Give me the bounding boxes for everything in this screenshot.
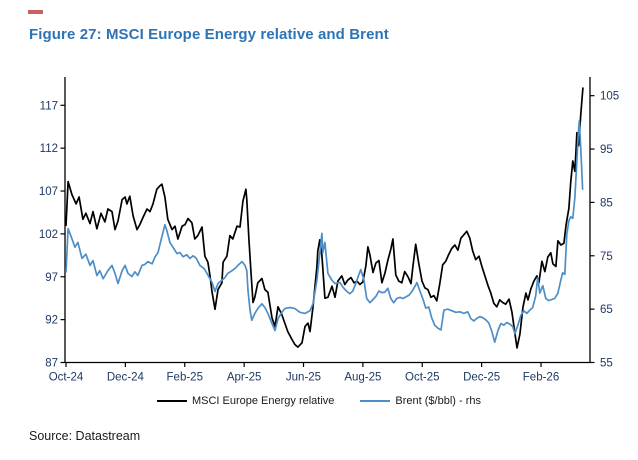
right-tick-label: 105 xyxy=(600,91,619,103)
left-tick-label: 112 xyxy=(40,143,58,155)
legend-item-brent: Brent ($/bbl) - rhs xyxy=(360,395,481,407)
x-tick-label: Aug-25 xyxy=(344,372,381,384)
blue-line-sample xyxy=(360,400,391,402)
right-tick-label: 85 xyxy=(600,197,613,209)
legend-item-msci: MSCI Europe Energy relative xyxy=(156,395,335,407)
left-tick-label: 97 xyxy=(45,272,58,284)
left-tick-label: 92 xyxy=(45,315,58,327)
figure-title: Figure 27: MSCI Europe Energy relative a… xyxy=(29,26,389,43)
x-tick-label: Dec-25 xyxy=(463,372,500,384)
x-tick-label: Feb-26 xyxy=(523,372,559,384)
x-tick-label: Oct-24 xyxy=(49,372,84,384)
left-tick-label: 117 xyxy=(40,100,58,112)
legend-label-brent: Brent ($/bbl) - rhs xyxy=(395,395,482,407)
left-tick-label: 107 xyxy=(39,186,58,198)
page-corner-marker xyxy=(28,10,43,14)
x-tick-label: Feb-25 xyxy=(167,372,203,384)
right-tick-label: 95 xyxy=(600,144,613,156)
brent-line xyxy=(65,119,584,344)
left-tick-label: 87 xyxy=(45,358,58,370)
left-tick-label: 102 xyxy=(39,229,58,241)
source-text: Source: Datastream xyxy=(29,429,141,443)
x-tick-label: Oct-25 xyxy=(405,372,440,384)
right-tick-label: 75 xyxy=(600,251,613,263)
legend-label-msci: MSCI Europe Energy relative xyxy=(191,395,335,407)
chart-legend: MSCI Europe Energy relative Brent ($/bbl… xyxy=(0,395,638,407)
msci-energy-line xyxy=(65,87,584,349)
x-tick-label: Apr-25 xyxy=(227,372,262,384)
x-tick-label: Dec-24 xyxy=(107,372,145,384)
right-tick-label: 65 xyxy=(600,304,613,316)
x-tick-label: Jun-25 xyxy=(286,372,321,384)
black-line-sample xyxy=(156,400,187,402)
right-tick-label: 55 xyxy=(600,358,613,370)
